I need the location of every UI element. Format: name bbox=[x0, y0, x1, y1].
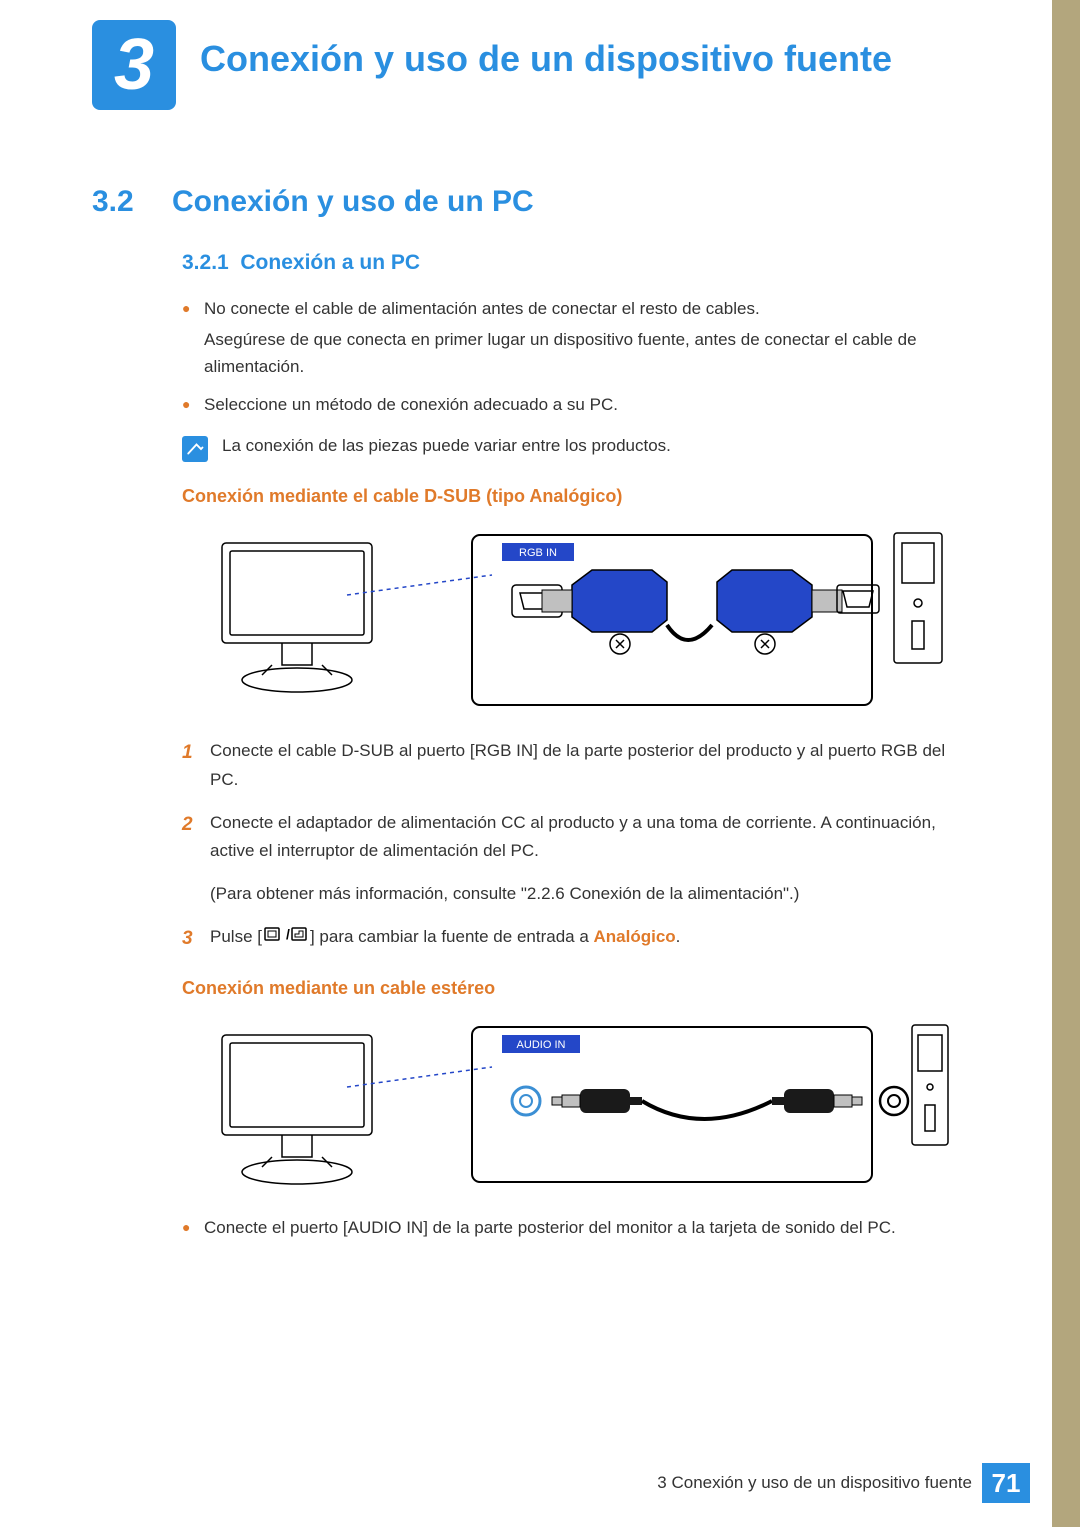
bullet-subtext: Asegúrese de que conecta en primer lugar… bbox=[204, 326, 972, 380]
bullet-icon: ● bbox=[182, 391, 204, 418]
chapter-badge: 3 bbox=[92, 20, 176, 110]
stereo-heading: Conexión mediante un cable estéreo bbox=[182, 978, 972, 999]
intro-bullets: ● No conecte el cable de alimentación an… bbox=[182, 295, 972, 418]
footer-text: 3 Conexión y uso de un dispositivo fuent… bbox=[657, 1473, 972, 1493]
section-heading: 3.2Conexión y uso de un PC bbox=[92, 185, 972, 219]
list-item: ● Seleccione un método de conexión adecu… bbox=[182, 391, 972, 418]
sidebar-stripe bbox=[1052, 0, 1080, 1527]
list-item: 2 Conecte el adaptador de alimentación C… bbox=[182, 809, 972, 867]
note-icon bbox=[182, 436, 208, 462]
subsection-title: Conexión a un PC bbox=[240, 251, 420, 274]
list-item: 3 Pulse [/] para cambiar la fuente de en… bbox=[182, 923, 972, 955]
list-item: 1 Conecte el cable D-SUB al puerto [RGB … bbox=[182, 737, 972, 795]
bullet-icon: ● bbox=[182, 295, 204, 381]
note-text: La conexión de las piezas puede variar e… bbox=[222, 436, 671, 456]
chapter-title: Conexión y uso de un dispositivo fuente bbox=[200, 38, 892, 80]
dsub-diagram: RGB IN bbox=[212, 525, 952, 715]
step-text: Conecte el cable D-SUB al puerto [RGB IN… bbox=[210, 737, 972, 795]
list-item: ● Conecte el puerto [AUDIO IN] de la par… bbox=[182, 1214, 972, 1241]
step-number: 2 bbox=[182, 809, 210, 867]
dsub-heading: Conexión mediante el cable D-SUB (tipo A… bbox=[182, 486, 972, 507]
list-item: ● No conecte el cable de alimentación an… bbox=[182, 295, 972, 381]
svg-text:/: / bbox=[286, 926, 290, 942]
bullet-text: No conecte el cable de alimentación ante… bbox=[204, 299, 760, 318]
section-number: 3.2 bbox=[92, 185, 172, 219]
section-title: Conexión y uso de un PC bbox=[172, 185, 534, 218]
page-footer: 3 Conexión y uso de un dispositivo fuent… bbox=[657, 1463, 1030, 1503]
subsection-heading: 3.2.1 Conexión a un PC bbox=[182, 251, 972, 275]
step-text: Conecte el adaptador de alimentación CC … bbox=[210, 809, 972, 867]
bullet-text: Seleccione un método de conexión adecuad… bbox=[204, 391, 972, 418]
dsub-steps: 1 Conecte el cable D-SUB al puerto [RGB … bbox=[182, 737, 972, 956]
bullet-icon: ● bbox=[182, 1214, 204, 1241]
audio-in-label: AUDIO IN bbox=[517, 1039, 566, 1051]
step-subtext: (Para obtener más información, consulte … bbox=[210, 880, 972, 909]
page-number: 71 bbox=[982, 1463, 1030, 1503]
step-number: 3 bbox=[182, 923, 210, 955]
note-callout: La conexión de las piezas puede variar e… bbox=[182, 436, 972, 462]
stereo-bullets: ● Conecte el puerto [AUDIO IN] de la par… bbox=[182, 1214, 972, 1241]
step-number: 1 bbox=[182, 737, 210, 795]
page-content: 3.2Conexión y uso de un PC 3.2.1 Conexió… bbox=[92, 185, 972, 1259]
chapter-number: 3 bbox=[114, 24, 154, 106]
subsection-number: 3.2.1 bbox=[182, 251, 229, 274]
step-text: Pulse [/] para cambiar la fuente de entr… bbox=[210, 923, 972, 955]
rgb-in-label: RGB IN bbox=[519, 547, 557, 559]
source-button-icon: / bbox=[264, 923, 308, 952]
stereo-diagram: AUDIO IN bbox=[212, 1017, 952, 1192]
analog-label: Analógico bbox=[594, 927, 676, 946]
bullet-text: Conecte el puerto [AUDIO IN] de la parte… bbox=[204, 1214, 972, 1241]
